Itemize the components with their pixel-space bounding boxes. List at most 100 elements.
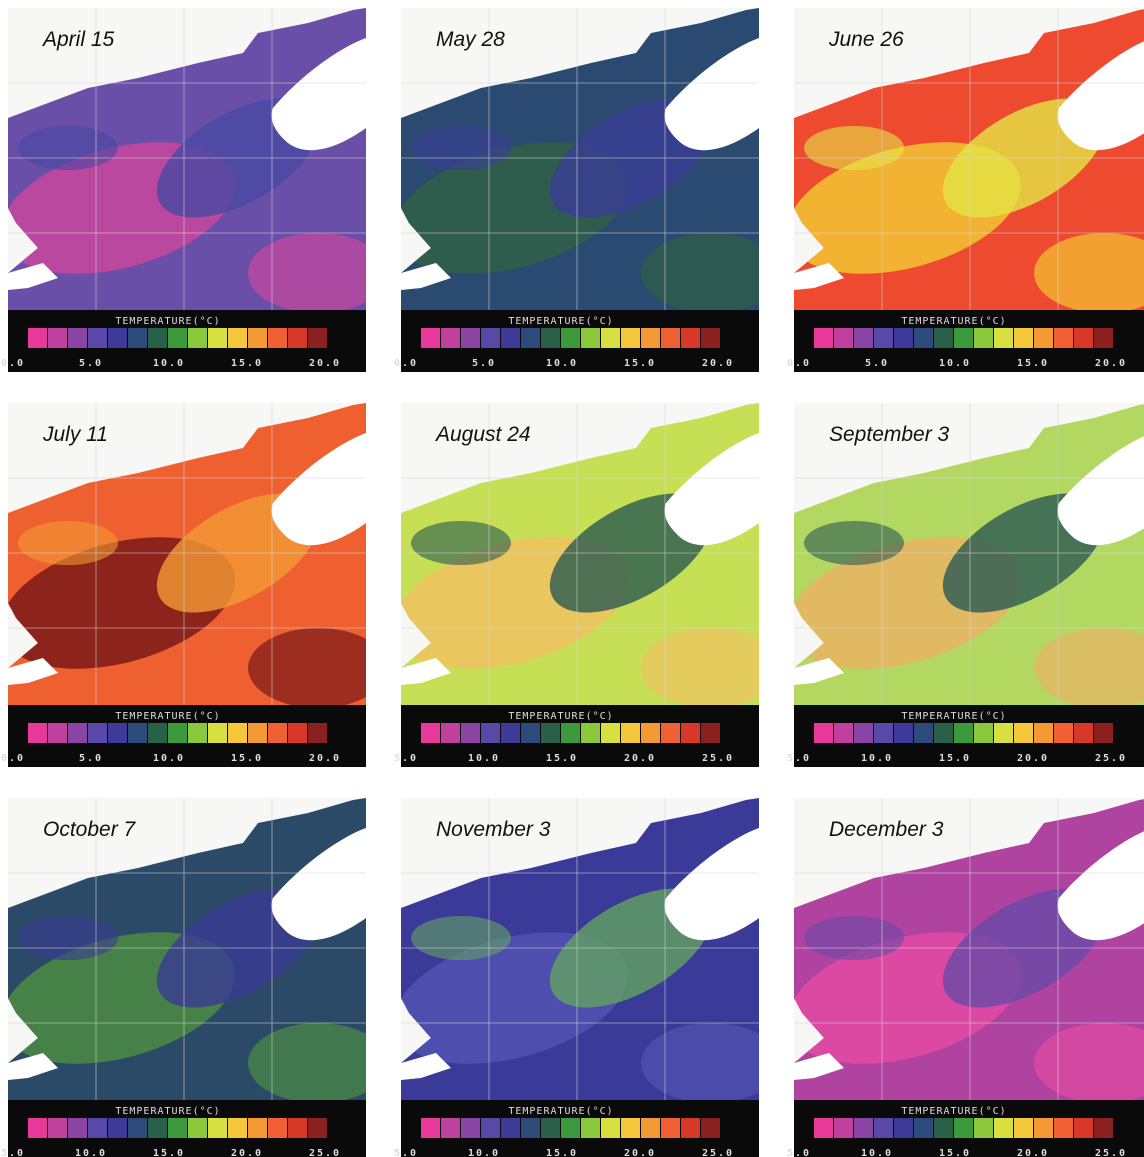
colorbar-tick-label: 5.0 xyxy=(394,1148,418,1157)
colorbar-swatch xyxy=(641,723,660,743)
water-mass xyxy=(248,628,388,708)
colorbar-tick-label: 15.0 xyxy=(153,1148,185,1157)
panel-title: September 3 xyxy=(829,423,950,446)
panel-title: May 28 xyxy=(436,28,505,51)
colorbar-swatch xyxy=(814,1118,833,1138)
colorbar-tick-label: 25.0 xyxy=(1095,1148,1127,1157)
colorbar-swatch xyxy=(128,1118,147,1138)
map-panel: August 24TEMPERATURE(°C)5.010.015.020.02… xyxy=(380,403,781,767)
colorbar-tick-label: 10.0 xyxy=(546,358,578,369)
water-mass xyxy=(641,1023,781,1103)
colorbar-swatch xyxy=(641,1118,660,1138)
colorbar-swatch xyxy=(1074,328,1093,348)
colorbar-swatch xyxy=(561,328,580,348)
panel-title: December 3 xyxy=(829,818,944,841)
colorbar-swatch xyxy=(501,328,520,348)
colorbar-tick-label: 20.0 xyxy=(1017,753,1049,764)
colorbar-tick-label: 10.0 xyxy=(468,753,500,764)
water-mass xyxy=(804,916,904,960)
colorbar-swatch xyxy=(581,328,600,348)
colorbar-tick-label: 15.0 xyxy=(624,358,656,369)
colorbar-label: TEMPERATURE(°C) xyxy=(508,316,613,327)
colorbar-swatch xyxy=(441,1118,460,1138)
colorbar-tick-label: 15.0 xyxy=(231,753,263,764)
colorbar-swatch xyxy=(421,1118,440,1138)
colorbar-swatch xyxy=(208,328,227,348)
colorbar-swatch xyxy=(621,1118,640,1138)
colorbar-tick-label: 5.0 xyxy=(1,1148,25,1157)
colorbar-swatch xyxy=(974,1118,993,1138)
panel-title: April 15 xyxy=(41,28,115,51)
colorbar-swatch xyxy=(188,1118,207,1138)
colorbar-swatch xyxy=(1014,1118,1033,1138)
colorbar-tick-label: 20.0 xyxy=(1017,1148,1049,1157)
colorbar-swatch xyxy=(28,1118,47,1138)
colorbar-swatch xyxy=(461,1118,480,1138)
colorbar-swatch xyxy=(108,1118,127,1138)
colorbar-swatch xyxy=(681,723,700,743)
colorbar-swatch xyxy=(168,328,187,348)
colorbar-swatch xyxy=(521,328,540,348)
colorbar-swatch xyxy=(541,1118,560,1138)
colorbar-swatch xyxy=(68,328,87,348)
panel-title: October 7 xyxy=(43,818,137,841)
colorbar-swatch xyxy=(581,1118,600,1138)
map-panel: October 7TEMPERATURE(°C)5.010.015.020.02… xyxy=(0,798,388,1157)
colorbar-swatch xyxy=(894,328,913,348)
colorbar-swatch xyxy=(481,328,500,348)
colorbar-tick-label: 25.0 xyxy=(309,1148,341,1157)
colorbar-swatch xyxy=(701,1118,720,1138)
colorbar-swatch xyxy=(874,1118,893,1138)
panel-title: June 26 xyxy=(828,28,904,51)
colorbar-swatch xyxy=(1054,723,1073,743)
colorbar-swatch xyxy=(168,1118,187,1138)
colorbar-swatch xyxy=(88,723,107,743)
colorbar-swatch xyxy=(1094,723,1113,743)
colorbar-tick-label: 20.0 xyxy=(624,753,656,764)
colorbar-swatch xyxy=(661,1118,680,1138)
colorbar-swatch xyxy=(421,328,440,348)
colorbar-tick-label: 10.0 xyxy=(153,753,185,764)
colorbar-swatch xyxy=(934,723,953,743)
colorbar-tick-label: 5.0 xyxy=(79,358,103,369)
colorbar-swatch xyxy=(308,1118,327,1138)
colorbar-swatch xyxy=(601,328,620,348)
colorbar-swatch xyxy=(228,723,247,743)
colorbar-swatch xyxy=(88,1118,107,1138)
water-mass xyxy=(411,521,511,565)
colorbar-swatch xyxy=(461,328,480,348)
colorbar-swatch xyxy=(308,723,327,743)
colorbar-swatch xyxy=(28,328,47,348)
colorbar-swatch xyxy=(148,1118,167,1138)
colorbar-swatch xyxy=(188,723,207,743)
figure: April 15TEMPERATURE(°C)0.05.010.015.020.… xyxy=(0,0,1144,1157)
colorbar-label: TEMPERATURE(°C) xyxy=(508,711,613,722)
colorbar-swatch xyxy=(854,328,873,348)
colorbar-swatch xyxy=(834,723,853,743)
colorbar-tick-label: 5.0 xyxy=(472,358,496,369)
colorbar-swatch xyxy=(208,1118,227,1138)
colorbar-swatch xyxy=(561,1118,580,1138)
colorbar-swatch xyxy=(521,1118,540,1138)
colorbar-swatch xyxy=(994,723,1013,743)
colorbar-swatch xyxy=(661,328,680,348)
colorbar-label: TEMPERATURE(°C) xyxy=(901,1106,1006,1117)
colorbar-swatch xyxy=(561,723,580,743)
map-panel: September 3TEMPERATURE(°C)5.010.015.020.… xyxy=(773,403,1144,767)
colorbar-swatch xyxy=(934,1118,953,1138)
colorbar-swatch xyxy=(208,723,227,743)
colorbar-swatch xyxy=(954,1118,973,1138)
colorbar-label: TEMPERATURE(°C) xyxy=(901,316,1006,327)
colorbar-swatch xyxy=(914,1118,933,1138)
colorbar-tick-label: 20.0 xyxy=(702,358,734,369)
colorbar-swatch xyxy=(441,723,460,743)
colorbar-swatch xyxy=(974,723,993,743)
colorbar-swatch xyxy=(1094,1118,1113,1138)
colorbar-swatch xyxy=(108,723,127,743)
water-mass xyxy=(18,521,118,565)
colorbar-swatch xyxy=(148,723,167,743)
colorbar-swatch xyxy=(701,328,720,348)
water-mass xyxy=(641,628,781,708)
